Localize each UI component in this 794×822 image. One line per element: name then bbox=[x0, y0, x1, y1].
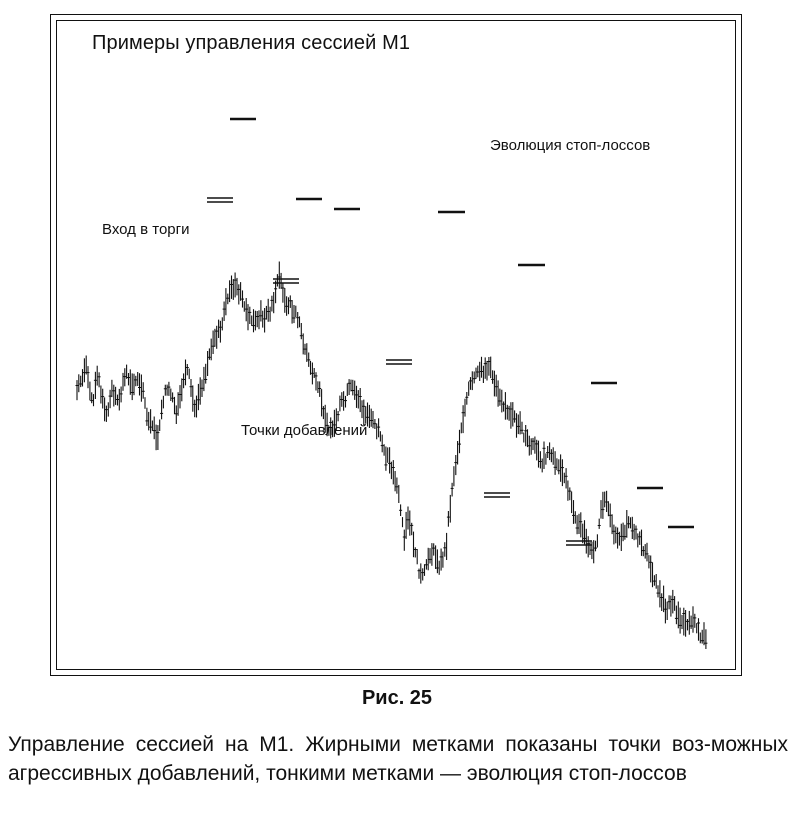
annotation-entry: Вход в торги bbox=[102, 221, 190, 238]
price-chart bbox=[75, 117, 708, 649]
price-bars-group bbox=[75, 261, 708, 649]
figure-caption: Управление сессией на M1. Жирными меткам… bbox=[8, 733, 788, 785]
chart-frame bbox=[50, 14, 742, 676]
level-marks-group bbox=[207, 117, 694, 546]
chart-title: Примеры управления сессией M1 bbox=[92, 32, 411, 54]
chart-inner-border bbox=[56, 20, 736, 670]
annotation-stop-loss-evolution: Эволюция стоп-лоссов bbox=[490, 137, 651, 154]
annotation-add-points: Точки добавлений bbox=[241, 422, 368, 439]
figure-label: Рис. 25 bbox=[361, 687, 433, 709]
